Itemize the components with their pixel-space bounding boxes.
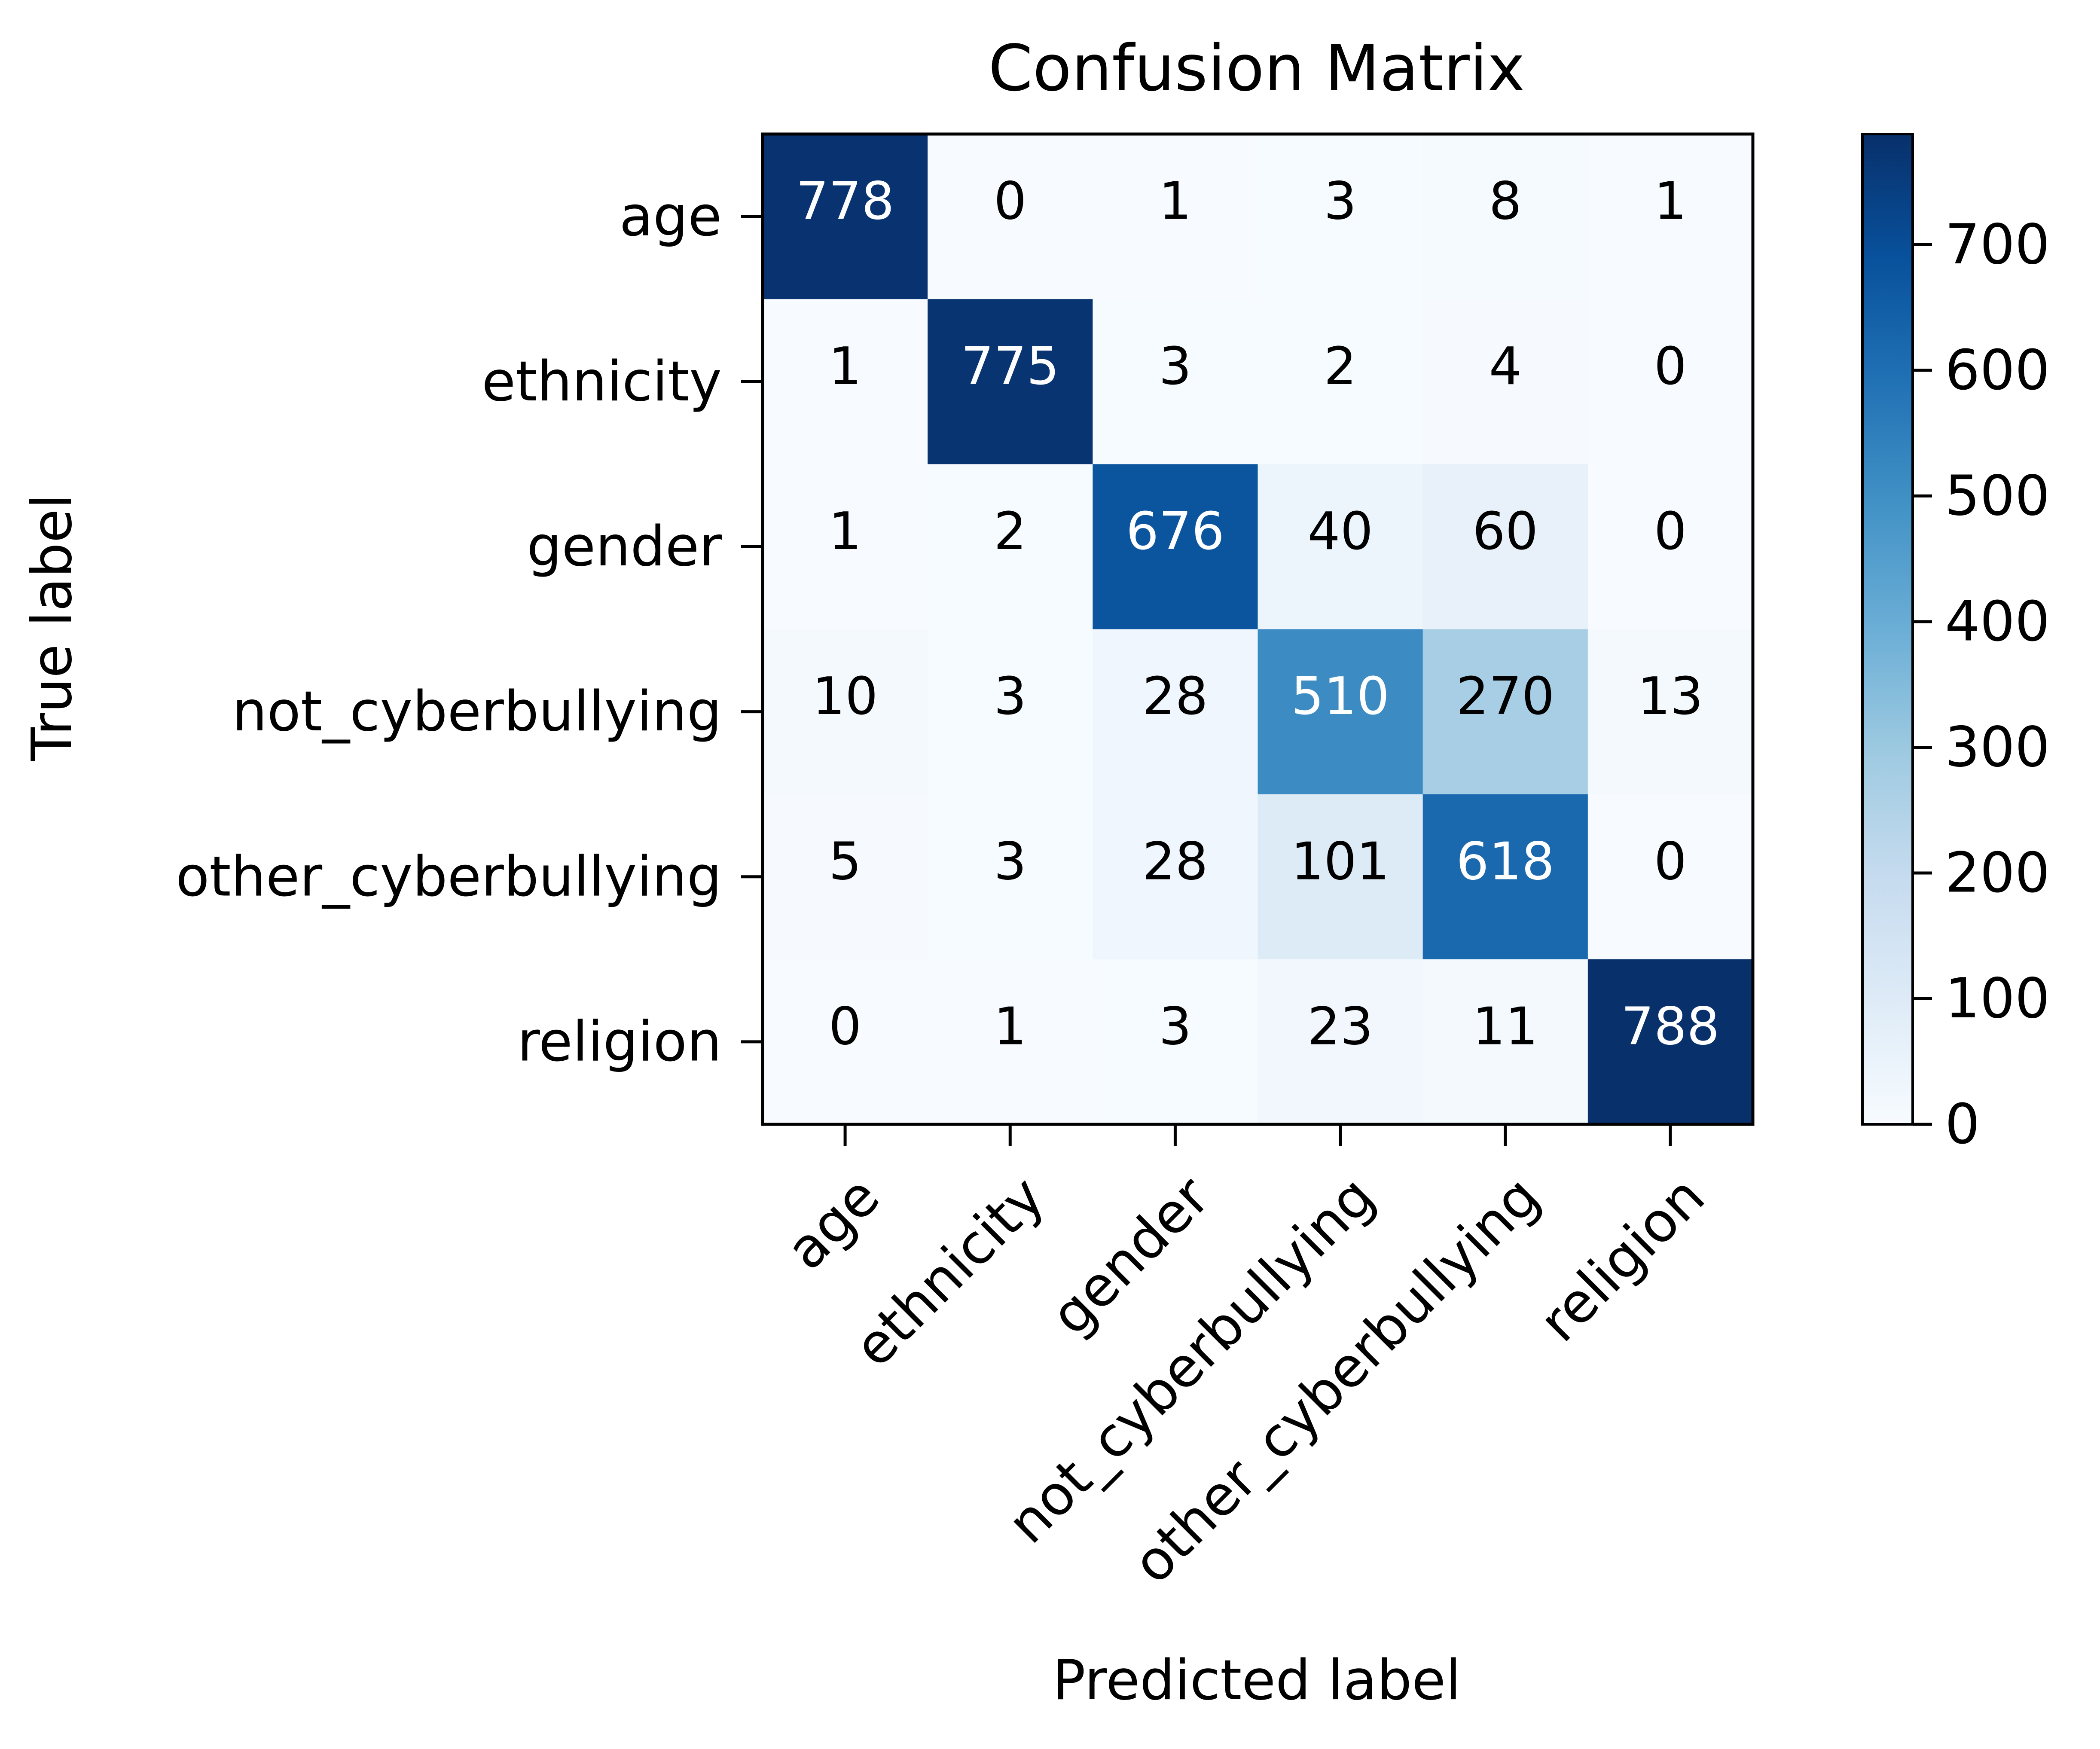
heatmap-cell bbox=[1258, 794, 1423, 960]
colorbar-tick-label: 200 bbox=[1945, 841, 2050, 905]
heatmap-cell bbox=[1258, 959, 1423, 1125]
heatmap-cell bbox=[1093, 464, 1258, 629]
cell-value-label: 3 bbox=[1159, 997, 1191, 1056]
cell-value-label: 1 bbox=[994, 997, 1026, 1056]
heatmap-cell bbox=[928, 629, 1093, 795]
cell-value-label: 2 bbox=[1324, 337, 1356, 397]
heatmap-cell bbox=[928, 794, 1093, 960]
heatmap-cell bbox=[763, 959, 928, 1125]
cell-value-label: 3 bbox=[994, 832, 1026, 891]
heatmap-cell bbox=[1422, 299, 1588, 464]
heatmap-cell bbox=[763, 464, 928, 629]
cell-value-label: 778 bbox=[796, 172, 894, 232]
cell-value-label: 1 bbox=[1654, 172, 1687, 232]
heatmap-cell bbox=[1587, 959, 1753, 1125]
cell-value-label: 0 bbox=[1654, 832, 1687, 891]
y-tick-label: ethnicity bbox=[482, 350, 722, 414]
cell-value-label: 101 bbox=[1291, 832, 1389, 891]
y-tick-label: other_cyberbullying bbox=[176, 845, 722, 909]
cell-value-label: 0 bbox=[829, 997, 861, 1056]
cell-value-label: 1 bbox=[1159, 172, 1191, 232]
cell-value-label: 11 bbox=[1472, 997, 1538, 1056]
heatmap-cells bbox=[763, 134, 1753, 1125]
heatmap-cell bbox=[1258, 464, 1423, 629]
cell-value-label: 676 bbox=[1126, 502, 1224, 562]
cell-value-label: 1 bbox=[829, 502, 861, 562]
colorbar-tick-label: 400 bbox=[1945, 589, 2050, 653]
x-tick-label: religion bbox=[1527, 1164, 1717, 1354]
cell-value-label: 23 bbox=[1307, 997, 1373, 1056]
heatmap-cell bbox=[1258, 629, 1423, 795]
heatmap-cell bbox=[1258, 134, 1423, 299]
heatmap-cell bbox=[1587, 794, 1753, 960]
cell-value-label: 4 bbox=[1489, 337, 1522, 397]
cell-value-label: 5 bbox=[829, 832, 861, 891]
heatmap-cell bbox=[1587, 299, 1753, 464]
heatmap-cell bbox=[1258, 299, 1423, 464]
heatmap-cell bbox=[1093, 299, 1258, 464]
heatmap-cell bbox=[1587, 464, 1753, 629]
colorbar-ticks: 0 100 200 300 400 500 600 700 bbox=[1913, 213, 2050, 1157]
cell-value-label: 0 bbox=[1654, 337, 1687, 397]
y-axis-ticks: age ethnicity gender not_cyberbullyingother… bbox=[176, 185, 763, 1074]
heatmap-cell bbox=[1093, 134, 1258, 299]
y-tick-label: not_cyberbullying bbox=[232, 680, 722, 744]
heatmap-cell bbox=[763, 299, 928, 464]
heatmap-cell bbox=[928, 464, 1093, 629]
heatmap-cell bbox=[1093, 794, 1258, 960]
heatmap-cell bbox=[1093, 959, 1258, 1125]
heatmap-cell bbox=[1422, 959, 1588, 1125]
cell-value-label: 13 bbox=[1638, 667, 1703, 726]
cell-value-label: 10 bbox=[812, 667, 878, 726]
chart-title: Confusion Matrix bbox=[988, 31, 1525, 105]
heatmap-cell bbox=[1422, 134, 1588, 299]
heatmap-cell bbox=[763, 794, 928, 960]
cell-value-label: 40 bbox=[1307, 502, 1373, 562]
plot-frame bbox=[761, 132, 1755, 1126]
cell-value-label: 510 bbox=[1291, 667, 1389, 726]
colorbar-tick-label: 0 bbox=[1945, 1093, 1980, 1157]
heatmap-cell bbox=[1093, 629, 1258, 795]
heatmap-cell bbox=[1587, 629, 1753, 795]
cell-value-label: 3 bbox=[994, 667, 1026, 726]
cell-value-label: 0 bbox=[994, 172, 1026, 232]
x-axis-label: Predicted label bbox=[1052, 1648, 1461, 1712]
heatmap-cell bbox=[1422, 464, 1588, 629]
cell-value-label: 0 bbox=[1654, 502, 1687, 562]
cell-value-label: 60 bbox=[1472, 502, 1538, 562]
colorbar-tick-label: 500 bbox=[1945, 464, 2050, 528]
cell-value-labels: 778 0 1 3 8 11 775 3 2 4 01 2 676 40 60 010 3 28 510 270 135… bbox=[796, 172, 1720, 1057]
colorbar-tick-label: 100 bbox=[1945, 967, 2050, 1031]
cell-value-label: 2 bbox=[994, 502, 1026, 562]
y-tick-label: age bbox=[620, 185, 722, 249]
cell-value-label: 618 bbox=[1456, 832, 1554, 891]
colorbar-tick-label: 600 bbox=[1945, 338, 2050, 402]
heatmap-cell bbox=[1422, 629, 1588, 795]
cell-value-label: 28 bbox=[1142, 667, 1208, 726]
cell-value-label: 28 bbox=[1142, 832, 1208, 891]
heatmap-cell bbox=[928, 134, 1093, 299]
colorbar-tick-label: 300 bbox=[1945, 715, 2050, 779]
cell-value-label: 1 bbox=[829, 337, 861, 397]
y-tick-label: religion bbox=[517, 1010, 722, 1074]
heatmap-cell bbox=[763, 629, 928, 795]
heatmap-cell bbox=[1422, 794, 1588, 960]
cell-value-label: 270 bbox=[1456, 667, 1554, 726]
x-axis-ticks: ageethnicitygendernot_cyberbullyingother… bbox=[774, 1124, 1717, 1596]
heatmap-cell bbox=[763, 134, 928, 299]
x-tick-label: age bbox=[774, 1164, 892, 1282]
y-tick-label: gender bbox=[527, 515, 722, 579]
heatmap-cell bbox=[928, 299, 1093, 464]
heatmap-cell bbox=[928, 959, 1093, 1125]
y-axis-label: True label bbox=[20, 494, 84, 761]
cell-value-label: 8 bbox=[1489, 172, 1522, 232]
heatmap-cell bbox=[1587, 134, 1753, 299]
cell-value-label: 775 bbox=[961, 337, 1059, 397]
cell-value-label: 788 bbox=[1621, 997, 1719, 1056]
cell-value-label: 3 bbox=[1159, 337, 1191, 397]
cell-value-label: 3 bbox=[1324, 172, 1356, 232]
colorbar bbox=[1861, 133, 1914, 1126]
colorbar-tick-label: 700 bbox=[1945, 213, 2050, 277]
